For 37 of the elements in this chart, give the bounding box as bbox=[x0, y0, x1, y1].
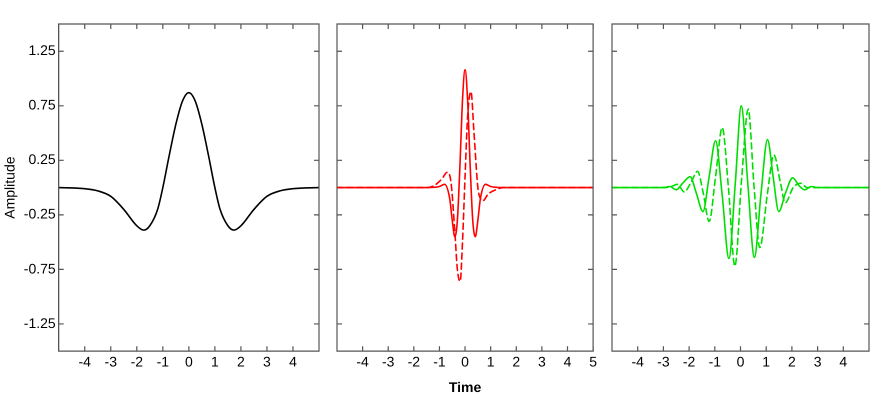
x-tick-label: 1 bbox=[210, 353, 219, 370]
x-tick-label: -4 bbox=[356, 353, 370, 370]
x-tick-label: -1 bbox=[708, 353, 722, 370]
x-tick-label: 3 bbox=[263, 353, 272, 370]
x-tick-label: -3 bbox=[104, 353, 118, 370]
x-tick-label: 3 bbox=[538, 353, 546, 370]
x-tick-label: 4 bbox=[839, 353, 848, 370]
y-tick-label: -0.25 bbox=[24, 206, 56, 222]
x-tick-label: -2 bbox=[130, 353, 144, 370]
y-tick-label: -0.75 bbox=[24, 260, 56, 276]
x-tick-label: -2 bbox=[408, 353, 420, 370]
x-tick-label: 4 bbox=[289, 353, 298, 370]
x-tick-label: 5 bbox=[589, 353, 598, 370]
y-tick-label: -1.25 bbox=[24, 314, 56, 331]
x-tick-label: 2 bbox=[512, 353, 520, 370]
x-tick-label: 4 bbox=[564, 353, 572, 370]
x-axis-title: Time bbox=[448, 378, 482, 395]
x-tick-label: -1 bbox=[156, 353, 170, 370]
x-tick-label: 1 bbox=[486, 353, 495, 370]
x-tick-label: 0 bbox=[184, 353, 193, 370]
x-tick-label: -3 bbox=[382, 353, 395, 370]
y-tick-label: 0.75 bbox=[28, 96, 56, 113]
x-tick-label: 2 bbox=[788, 353, 796, 370]
x-tick-label: 3 bbox=[814, 353, 822, 370]
x-tick-label: -1 bbox=[433, 353, 446, 370]
y-tick-label: 1.25 bbox=[28, 42, 56, 58]
x-tick-label: -4 bbox=[631, 353, 644, 370]
line-series bbox=[58, 92, 319, 231]
y-axis-title: Amplitude bbox=[1, 156, 18, 219]
x-tick-label: 0 bbox=[736, 353, 745, 370]
x-tick-label: -4 bbox=[78, 353, 92, 370]
x-tick-label: 2 bbox=[237, 353, 246, 370]
x-tick-label: 0 bbox=[461, 353, 470, 370]
x-tick-label: -2 bbox=[682, 353, 696, 370]
y-tick-label: 0.25 bbox=[28, 151, 56, 168]
x-tick-label: -3 bbox=[657, 353, 670, 370]
x-tick-label: 1 bbox=[762, 353, 770, 370]
